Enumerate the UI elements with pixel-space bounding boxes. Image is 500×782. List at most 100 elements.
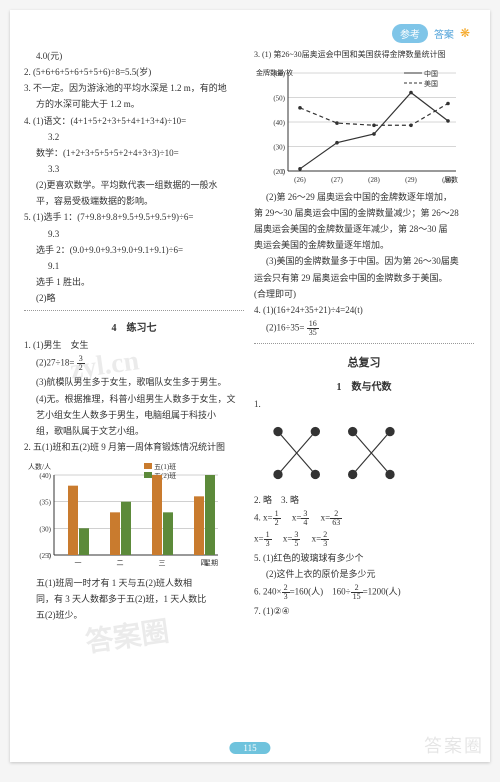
bar-chart: (40)(35)(30)(25)人数/人五(1)班五(2)班一二三四五星期0 (24, 461, 224, 571)
text: 平，容易受极端数据的影响。 (24, 195, 244, 207)
divider (24, 310, 244, 311)
text: 第 29～30 届奥运会中国的金牌数量减少；第 26～28 (254, 207, 474, 219)
text: (4)无。根据推理，科普小组男生人数多于女生，文 (24, 393, 244, 405)
svg-text:0: 0 (48, 552, 52, 560)
header-text: 答案 (434, 26, 454, 41)
page-number: 115 (229, 742, 270, 754)
svg-text:三: 三 (159, 559, 166, 567)
text: (3)航模队男生多于女生，歌唱队女生多于男生。 (24, 376, 244, 388)
svg-text:0: 0 (282, 168, 286, 176)
text: x= (321, 513, 331, 523)
svg-text:(30): (30) (273, 143, 285, 151)
text: 9.3 (24, 228, 244, 240)
text: 五(2)班少。 (24, 609, 244, 621)
fraction: 23 (282, 584, 290, 601)
text: x= (312, 534, 322, 544)
svg-text:(26): (26) (294, 176, 306, 184)
text: 2. 五(1)班和五(2)班 9 月第一周体育锻炼情况统计图 (24, 441, 244, 453)
section-title: 4 练习七 (24, 319, 244, 334)
text: (2)略 (24, 292, 244, 304)
text: (2)16÷35= (266, 322, 305, 332)
text: (2)更喜欢数学。平均数代表一组数据的一般水 (24, 179, 244, 191)
text: 5. (1)红色的玻璃球有多少个 (254, 552, 474, 564)
svg-text:(40): (40) (39, 472, 51, 480)
svg-text:届数: 届数 (444, 175, 458, 184)
text: 4. (1)语文：(4+1+5+2+3+5+4+1+3+4)÷10= (24, 115, 244, 127)
text: (2)27÷18= (36, 358, 75, 368)
text: 运会只有第 29 届奥运会中国的金牌数多于美国。 (254, 272, 474, 284)
section-title: 1 数与代数 (254, 378, 474, 393)
fraction: 32 (77, 355, 85, 372)
page: 参考 答案 ❋ 4.0(元) 2. (5+6+6+5+6+5+5+6)÷8=5.… (10, 10, 490, 762)
header-badge: 参考 (392, 24, 428, 43)
text: 同，有 3 天人数都多于五(2)班，1 天人数比 (24, 593, 244, 605)
text: 1. (1)男生 女生 (24, 339, 244, 351)
text: 组，歌唱队属于文艺小组。 (24, 425, 244, 437)
fraction: 13 (264, 531, 272, 548)
svg-text:金牌数量/枚: 金牌数量/枚 (256, 68, 293, 77)
text: 2. (5+6+6+5+6+5+5+6)÷8=5.5(岁) (24, 66, 244, 78)
text: 6. 240×23=160(人) 160÷215=1200(人) (254, 584, 474, 601)
text: x= (292, 513, 302, 523)
fraction: 35 (292, 531, 300, 548)
svg-text:(30): (30) (39, 525, 51, 533)
svg-text:人数/人: 人数/人 (28, 462, 51, 471)
svg-text:五(1)班: 五(1)班 (154, 462, 176, 471)
text: 3. (1) 第26~30届奥运会中国和美国获得金牌数量统计图 (254, 50, 474, 61)
fraction: 263 (330, 510, 342, 527)
text: 选手 2：(9.0+9.0+9.3+9.0+9.1+9.1)÷6= (24, 244, 244, 256)
svg-text:(40): (40) (273, 119, 285, 127)
text: 1. (254, 398, 474, 410)
equation-row: x=13 x=35 x=23 (254, 531, 474, 548)
svg-text:(28): (28) (368, 176, 380, 184)
cross-diagram (264, 418, 404, 488)
header-deco: ❋ (460, 26, 470, 41)
text: =1200(人) (363, 587, 401, 597)
text: 6. 240× (254, 587, 282, 597)
text: 5. (1)选手 1：(7+9.8+9.8+9.5+9.5+9.5+9)÷6= (24, 211, 244, 223)
text: (2)这件上衣的原价是多少元 (254, 568, 474, 580)
fraction: 23 (321, 531, 329, 548)
line-chart: (60)(50)(40)(30)(20)金牌数量/枚中国美国(26)(27)(2… (254, 67, 464, 187)
text: (3)美国的金牌数量多于中国。因为第 26～30届奥 (254, 255, 474, 267)
svg-text:中国: 中国 (424, 69, 438, 78)
svg-text:(27): (27) (331, 176, 343, 184)
text: (合理即可) (254, 288, 474, 300)
equation-row: 4. x=12 x=34 x=263 (254, 510, 474, 527)
big-title: 总复习 (254, 354, 474, 370)
text: x= (283, 534, 293, 544)
text: 艺小组女生人数多于男生，电脑组属于科技小 (24, 409, 244, 421)
svg-text:美国: 美国 (424, 79, 438, 88)
text: 7. (1)②④ (254, 605, 474, 617)
text: (2)16÷35= 1635 (254, 320, 474, 337)
text: 2. 略 3. 略 (254, 494, 474, 506)
text: =160(人) 160÷ (290, 587, 351, 597)
text: (2)27÷18= 32 (24, 355, 244, 372)
text: 届奥运会美国的金牌数量逐年减少，第 28～30 届 (254, 223, 474, 235)
svg-text:一: 一 (75, 559, 82, 567)
text: 9.1 (24, 260, 244, 272)
fraction: 215 (351, 584, 363, 601)
text: 4. (1)(16+24+35+21)÷4=24(t) (254, 304, 474, 316)
text: 3. 不一定。因为游泳池的平均水深是 1.2 m，有的地 (24, 82, 244, 94)
svg-text:二: 二 (117, 559, 124, 567)
text: 4.0(元) (24, 50, 244, 62)
columns: 4.0(元) 2. (5+6+6+5+6+5+5+6)÷8=5.5(岁) 3. … (24, 50, 476, 626)
text: 方的水深可能大于 1.2 m。 (24, 98, 244, 110)
svg-text:(29): (29) (405, 176, 417, 184)
header: 参考 答案 ❋ (392, 24, 470, 43)
text: 奥运会美国的金牌数量逐年增加。 (254, 239, 474, 251)
right-column: 3. (1) 第26~30届奥运会中国和美国获得金牌数量统计图 (60)(50)… (254, 50, 474, 626)
svg-text:(50): (50) (273, 94, 285, 102)
fraction: 34 (301, 510, 309, 527)
divider (254, 343, 474, 344)
text: 数学：(1+2+3+5+5+5+2+4+3+3)÷10= (24, 147, 244, 159)
text: 选手 1 胜出。 (24, 276, 244, 288)
text: 五(1)班周一时才有 1 天与五(2)班人数相 (24, 577, 244, 589)
text: 3.2 (24, 131, 244, 143)
left-column: 4.0(元) 2. (5+6+6+5+6+5+5+6)÷8=5.5(岁) 3. … (24, 50, 244, 626)
text: x= (254, 534, 264, 544)
text: (2)第 26～29 届奥运会中国的金牌数逐年增加， (254, 191, 474, 203)
fraction: 12 (273, 510, 281, 527)
svg-text:星期: 星期 (204, 559, 218, 567)
